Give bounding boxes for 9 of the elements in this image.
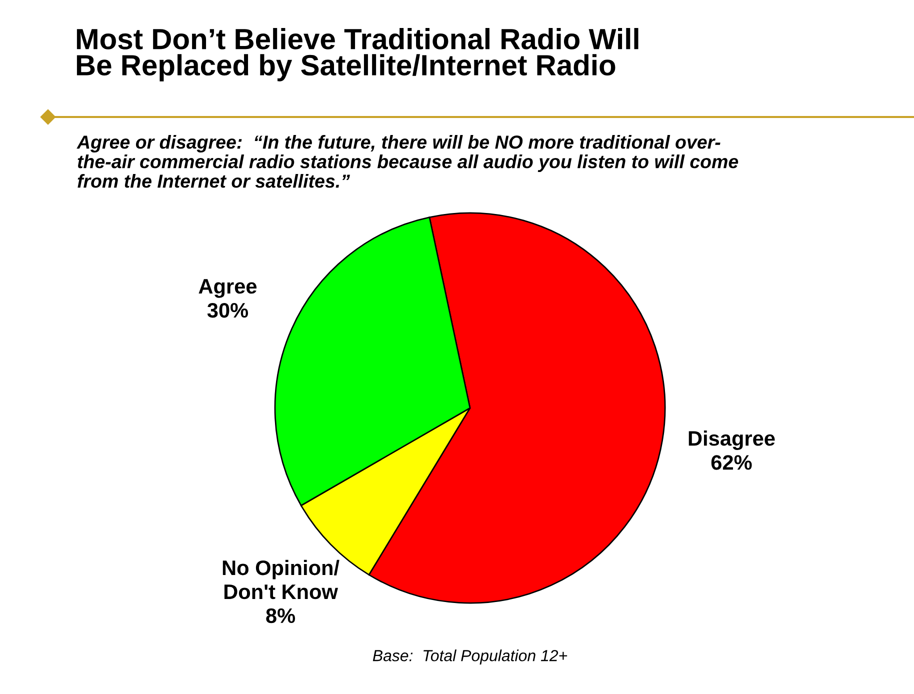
data-label: 62%: [711, 455, 752, 470]
text: Base: Total Population 12+: [372, 650, 568, 664]
data-label: 8%: [266, 608, 296, 624]
slice-label: No Opinion/ Don't Know: [222, 560, 340, 600]
slice-label: Agree: [198, 279, 257, 298]
chart-subtitle: Agree or disagree: “In the future, there will be NO more traditional over- the-air commercial radio stations because all audio you listen to will come from the Internet or satellites.”: [76, 135, 738, 188]
data-label: 30%: [207, 302, 248, 318]
slice-label: Disagree: [688, 430, 775, 450]
chart-title: Most Don’t Believe Traditional Radio Will Be Replaced by Satellite/Internet Radio: [76, 28, 638, 82]
